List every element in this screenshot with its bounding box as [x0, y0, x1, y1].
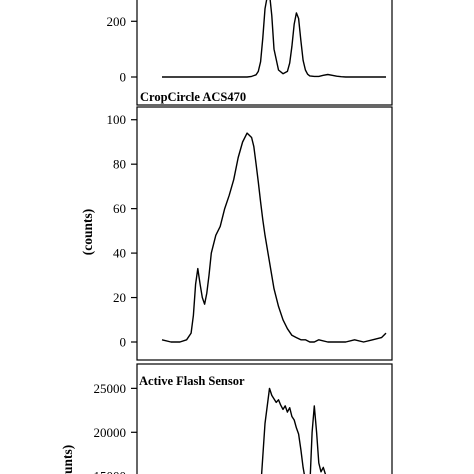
y-tick-label: 20000	[94, 425, 127, 440]
series-line	[162, 0, 386, 78]
y-tick-label: 100	[107, 112, 127, 127]
y-tick-label: 80	[113, 157, 126, 172]
y-tick-label: 200	[107, 14, 127, 29]
panel-active-flash: Active Flash Sensor (counts) 15000 20000 2…	[60, 363, 393, 474]
plot-frame	[136, 106, 393, 361]
y-tick-label: 20	[113, 290, 126, 305]
series-line	[161, 132, 387, 343]
y-tick-label: 40	[113, 246, 126, 261]
panel-cropcircle: CropCircle ACS470 (counts) 0 20 40 60 80 100	[80, 90, 393, 361]
y-tick-label: 0	[120, 70, 127, 85]
series-line	[260, 387, 327, 474]
y-tick-label: 60	[113, 201, 126, 216]
y-axis-label: (counts)	[60, 445, 75, 474]
plot-frame	[136, 0, 393, 106]
y-tick-label: 15000	[94, 469, 127, 474]
panel-title: CropCircle ACS470	[140, 90, 246, 104]
panel-title: Active Flash Sensor	[139, 374, 245, 388]
y-tick-label: 0	[120, 335, 127, 350]
panel-top: 0 200	[107, 0, 393, 106]
plot-frame	[136, 363, 393, 474]
y-axis-label: (counts)	[80, 209, 95, 256]
y-tick-label: 25000	[94, 381, 127, 396]
